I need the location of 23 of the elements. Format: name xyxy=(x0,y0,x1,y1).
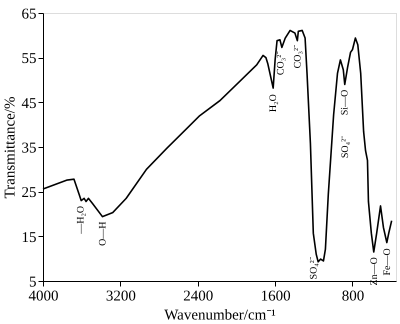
x-tick-label: 2400 xyxy=(183,288,214,304)
annotation: —H₂O xyxy=(76,206,87,235)
y-tick-label: 35 xyxy=(22,140,36,156)
annotation: SO₄²⁻ xyxy=(340,134,351,158)
annotation: H₂O xyxy=(268,94,280,112)
annotation: CO₃²⁻ xyxy=(275,50,286,76)
y-tick-label: 65 xyxy=(22,6,36,22)
y-tick-label: 15 xyxy=(22,230,36,246)
annotation: Si—O xyxy=(340,90,351,116)
x-tick-label: 3200 xyxy=(106,288,136,304)
annotation: O—H xyxy=(97,221,108,246)
annotation: SO₄²⁻ xyxy=(308,256,320,280)
y-tick-label: 45 xyxy=(22,96,36,112)
annotation: CO₃²⁻ xyxy=(292,44,304,68)
y-tick-label: 25 xyxy=(22,185,36,202)
annotation: Fe—O xyxy=(382,248,393,276)
x-tick-label: 4000 xyxy=(28,288,58,304)
x-tick-label: 1600 xyxy=(260,288,291,304)
x-axis-title: Wavenumber/cm⁻¹ xyxy=(164,308,276,324)
x-tick-label: 800 xyxy=(342,288,364,304)
y-tick-label: 55 xyxy=(22,51,36,68)
y-tick-label: 5 xyxy=(29,274,36,290)
y-axis-title: Transmittance/% xyxy=(2,96,18,198)
